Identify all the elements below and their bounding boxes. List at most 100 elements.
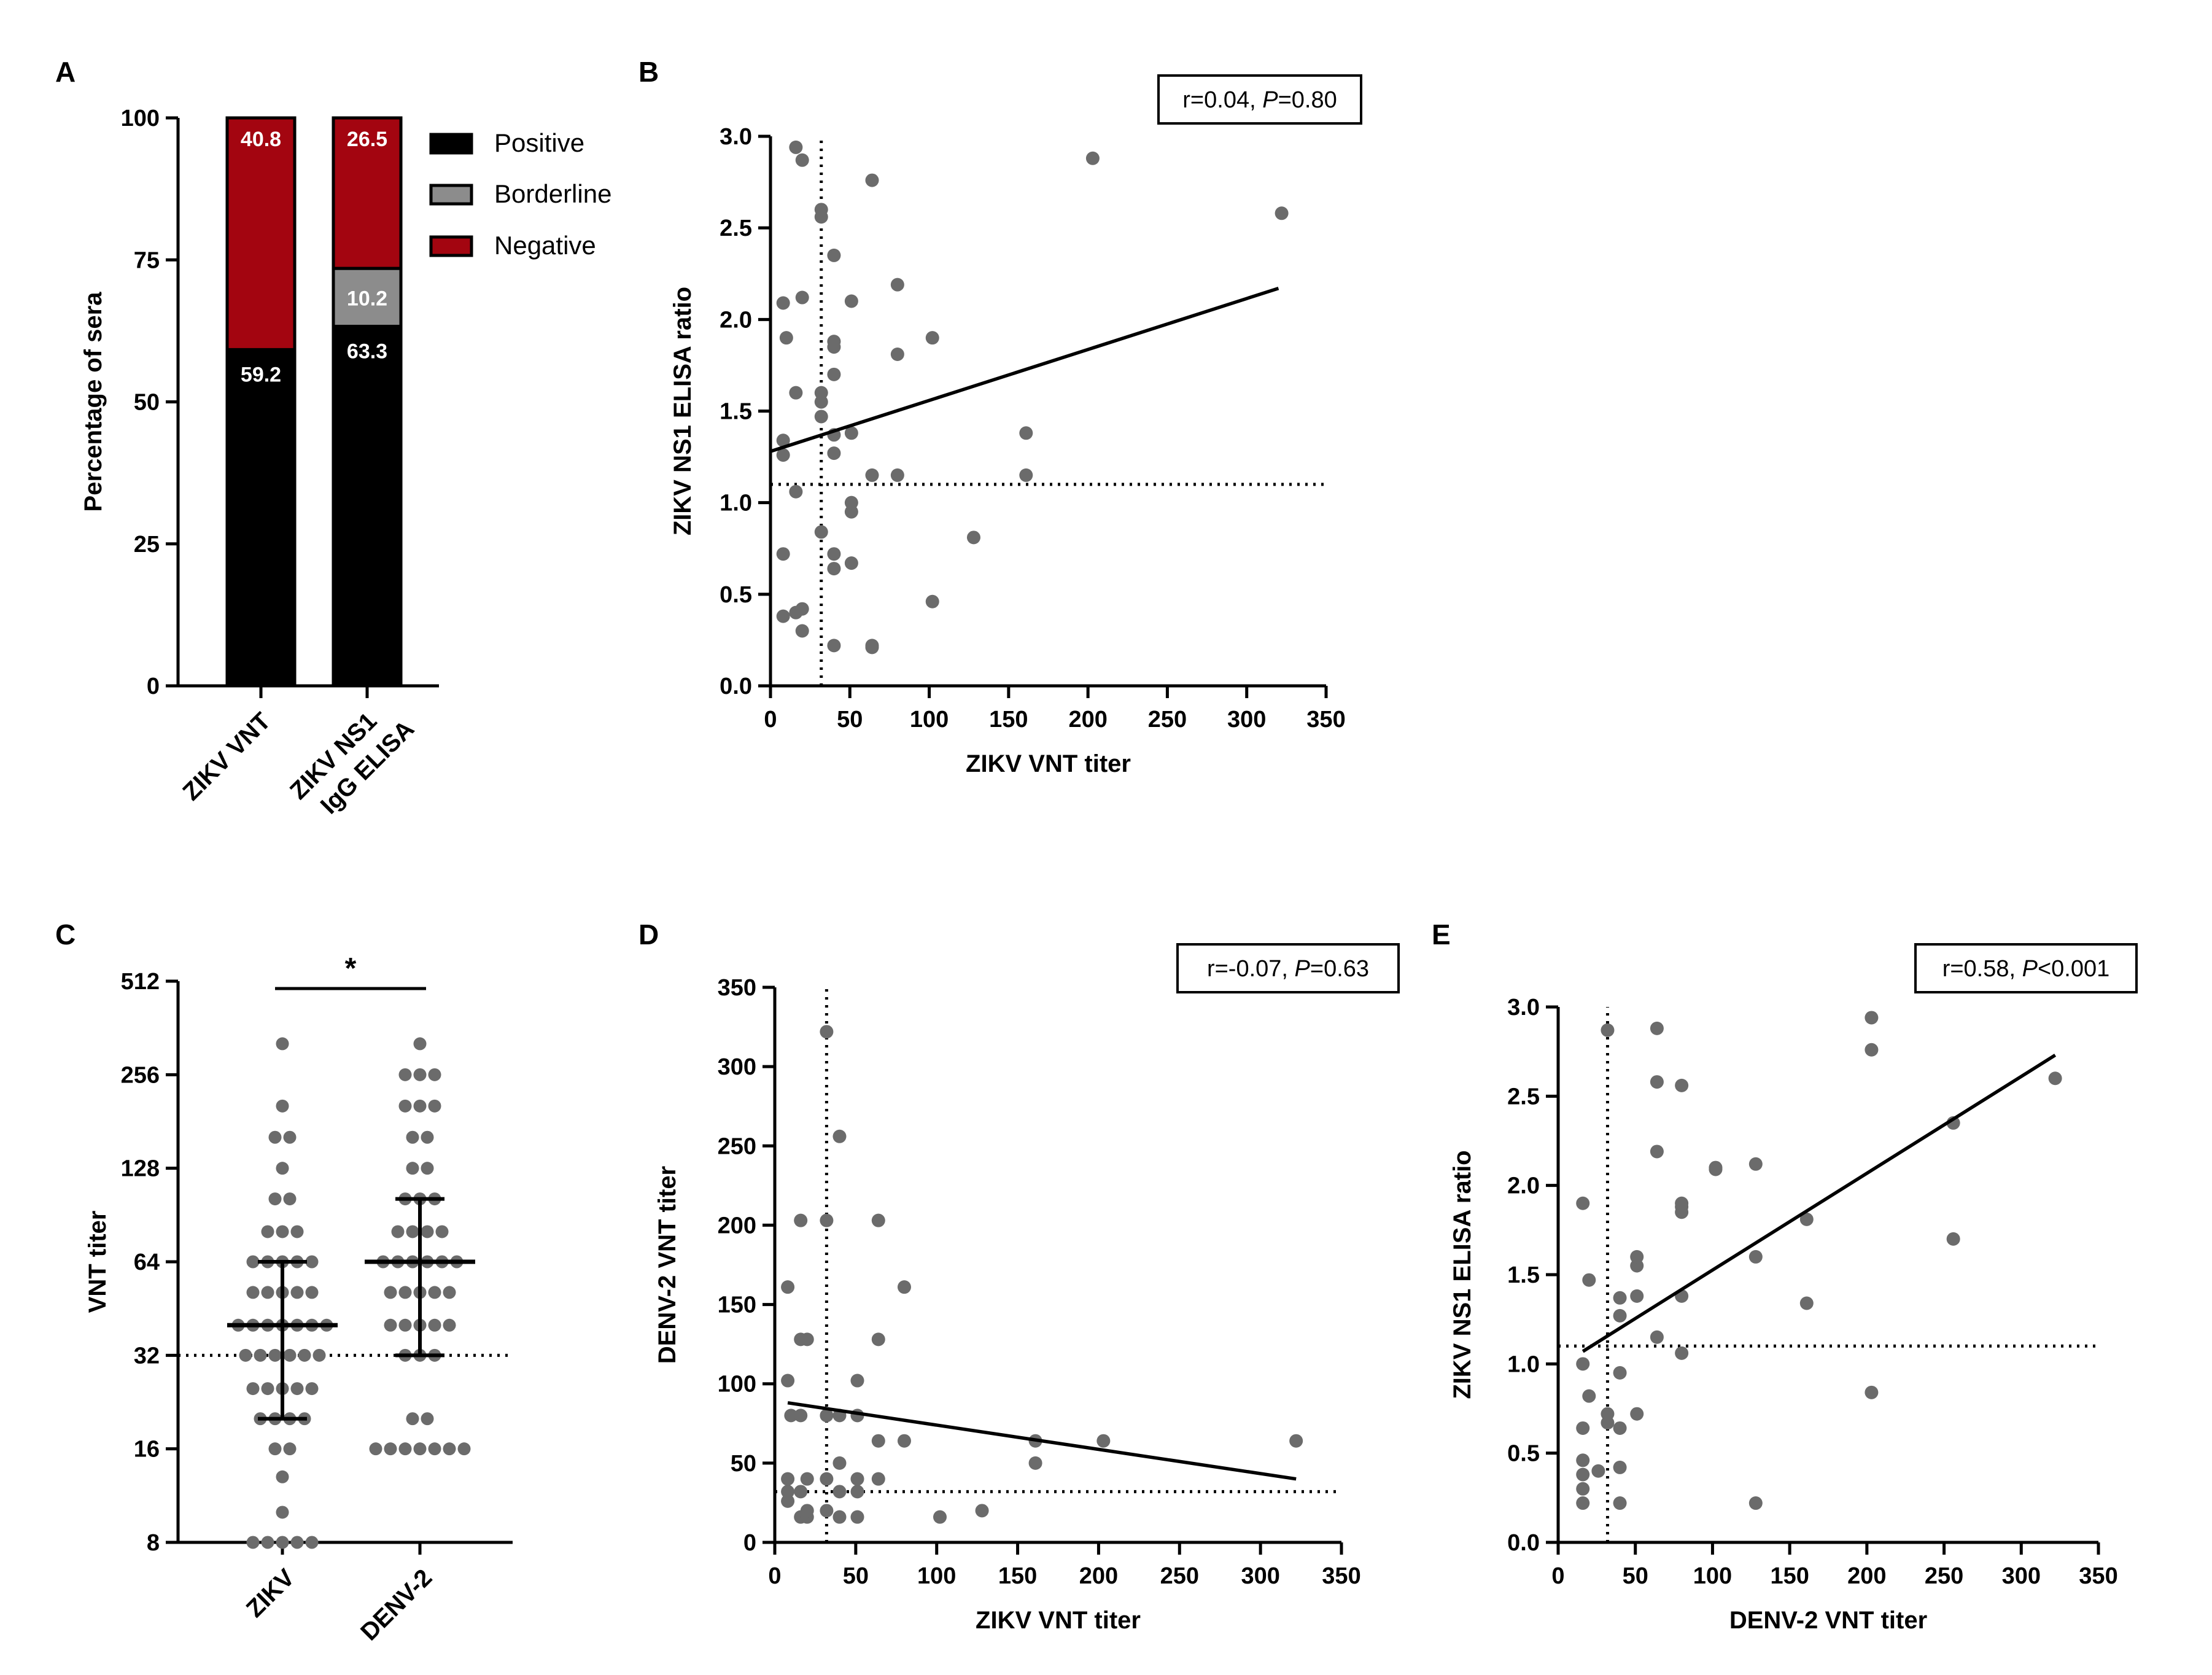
regression-line-E — [1581, 1054, 2057, 1353]
data-point-B — [795, 153, 809, 167]
data-point-D — [871, 1472, 885, 1486]
data-point-E — [1613, 1460, 1627, 1474]
data-point-E — [1650, 1075, 1664, 1089]
data-point-E — [1709, 1160, 1723, 1175]
data-point-E — [1576, 1421, 1590, 1435]
x-tick-label-D: 100 — [917, 1563, 956, 1589]
data-point-C — [457, 1442, 471, 1456]
x-tick-label-E: 350 — [2079, 1563, 2117, 1589]
data-point-C — [428, 1286, 441, 1299]
data-point-C — [413, 1037, 427, 1051]
data-point-D — [832, 1129, 847, 1143]
data-point-B — [890, 278, 904, 292]
data-point-B — [776, 448, 790, 462]
data-point-B — [1275, 206, 1289, 220]
x-axis-title-E: DENV-2 VNT titer — [1729, 1607, 1927, 1634]
data-point-C — [428, 1318, 441, 1332]
y-axis-title-E: ZIKV NS1 ELISA ratio — [1449, 1150, 1476, 1399]
data-point-D — [1096, 1434, 1111, 1448]
data-point-D — [820, 1213, 834, 1227]
data-point-C — [398, 1068, 412, 1081]
data-point-C — [283, 1442, 297, 1456]
x-tick-label-B: 100 — [910, 707, 949, 733]
bar-label-negative: 40.8 — [241, 128, 281, 151]
data-point-C — [246, 1255, 260, 1269]
stat-label-E-box — [1914, 943, 2138, 993]
legend-swatch-negative — [429, 235, 473, 257]
data-point-C — [398, 1442, 412, 1456]
x-tick-label-B: 50 — [837, 707, 863, 733]
x-tick-label-D: 350 — [1322, 1563, 1360, 1589]
data-point-E — [1576, 1496, 1590, 1510]
data-point-B — [925, 594, 939, 608]
y-tick-label-C: 128 — [121, 1156, 160, 1182]
y-tick-label-C: 16 — [134, 1437, 160, 1463]
data-point-E — [1613, 1308, 1627, 1323]
y-tick-label-B: 1.0 — [720, 491, 752, 516]
x-tick-label-E: 250 — [1925, 1563, 1963, 1589]
legend-label-negative: Negative — [494, 231, 596, 260]
data-point-D — [781, 1472, 795, 1486]
data-point-C — [268, 1130, 282, 1144]
x-tick-label-E: 0 — [1551, 1563, 1564, 1589]
data-point-C — [398, 1286, 412, 1299]
y-tick-label-A: 25 — [134, 532, 160, 558]
data-point-E — [1865, 1043, 1879, 1057]
y-axis-title-A: Percentage of sera — [80, 292, 107, 512]
data-point-D — [850, 1374, 864, 1388]
data-point-C — [261, 1382, 274, 1396]
data-point-C — [421, 1225, 434, 1238]
data-point-D — [850, 1472, 864, 1486]
data-point-D — [820, 1025, 834, 1039]
x-tick-label-E: 150 — [1770, 1563, 1809, 1589]
data-point-D — [850, 1485, 864, 1499]
data-point-B — [827, 335, 841, 349]
data-point-E — [1576, 1196, 1590, 1210]
data-point-D — [794, 1409, 808, 1423]
y-tick-label-A: 50 — [134, 390, 160, 416]
data-point-D — [897, 1280, 911, 1294]
data-point-D — [784, 1409, 798, 1423]
y-tick-label-C: 512 — [121, 969, 160, 995]
data-point-C — [276, 1470, 289, 1483]
y-tick-label-C: 256 — [121, 1062, 160, 1088]
data-point-E — [1613, 1366, 1627, 1380]
data-point-B — [776, 296, 790, 310]
regression-line-D — [787, 1401, 1297, 1481]
x-tick-label-B: 0 — [764, 707, 777, 733]
x-tick-label-B: 300 — [1227, 707, 1266, 733]
data-point-C — [276, 1536, 289, 1549]
x-tick-label-D: 0 — [768, 1563, 781, 1589]
data-point-C — [428, 1099, 441, 1113]
data-point-C — [384, 1442, 397, 1456]
data-point-C — [290, 1225, 304, 1238]
data-point-D — [871, 1332, 885, 1347]
data-point-B — [795, 624, 809, 638]
data-point-E — [1582, 1389, 1596, 1403]
data-point-B — [827, 562, 841, 576]
x-tick-label-B: 150 — [989, 707, 1028, 733]
y-tick-label-B: 3.0 — [720, 124, 752, 150]
data-point-E — [1591, 1464, 1605, 1478]
bar-negative-2 — [332, 116, 403, 270]
data-point-E — [1613, 1496, 1627, 1510]
data-point-E — [1799, 1296, 1814, 1310]
data-point-E — [1576, 1467, 1590, 1482]
panel-letter-E: E — [1432, 919, 1451, 950]
data-point-E — [1576, 1357, 1590, 1371]
panel-B: B 0 50 100 150 200 250 300 350 0.0 0.5 1.0 1.5 2.0 2.5… — [638, 56, 1362, 777]
panel-letter-C: C — [55, 919, 76, 950]
data-point-B — [776, 547, 790, 561]
x-axis-title-B: ZIKV VNT titer — [966, 750, 1131, 777]
panel-A: A 59.2 40.8 ZIKV VNT 63.3 10.2 26.5 ZIKV NS1IgG… — [55, 56, 611, 819]
data-point-B — [865, 639, 879, 653]
data-point-E — [1576, 1482, 1590, 1496]
data-point-C — [421, 1412, 434, 1426]
data-point-B — [779, 331, 793, 345]
data-point-C — [261, 1225, 274, 1238]
data-point-C — [421, 1162, 434, 1175]
data-point-E — [1613, 1291, 1627, 1305]
data-point-C — [406, 1412, 419, 1426]
x-tick-label-E: 300 — [2002, 1563, 2041, 1589]
data-point-E — [1748, 1249, 1763, 1264]
